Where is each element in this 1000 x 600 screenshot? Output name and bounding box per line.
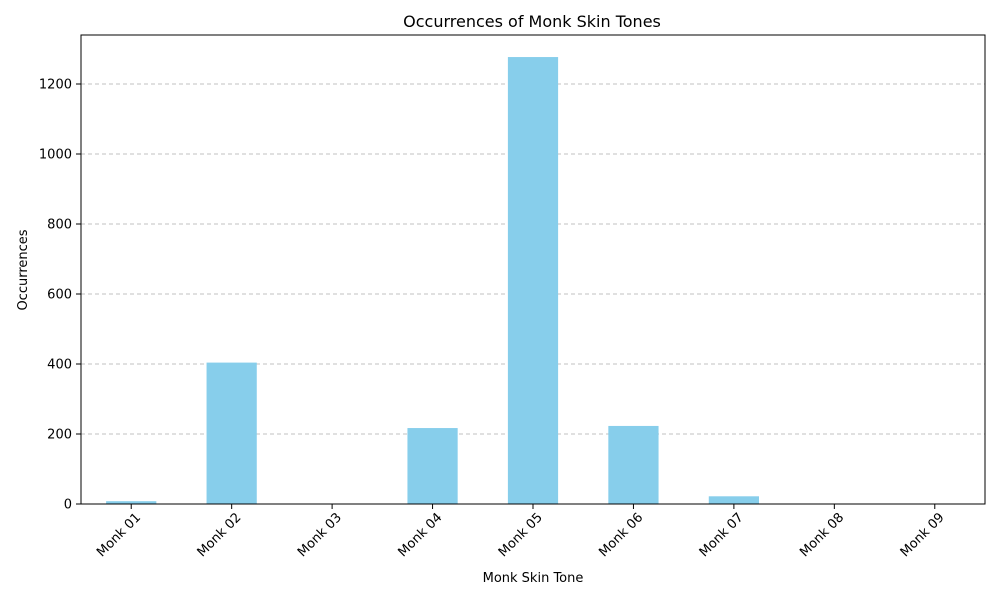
bar-monk-05 [507,57,559,505]
x-tick-label: Monk 02 [195,510,245,560]
x-tick-label: Monk 08 [797,510,847,560]
x-tick-label: Monk 03 [295,510,345,560]
bar-monk-02 [206,362,257,504]
bars [106,57,960,505]
y-tick-label: 1000 [39,148,72,163]
bar-monk-06 [608,425,659,504]
x-tick-label: Monk 01 [94,510,144,560]
y-tick-label: 0 [64,498,72,513]
x-axis-label: Monk Skin Tone [483,571,584,586]
x-axis-ticks: Monk 01 Monk 02 Monk 03 Monk 04 Monk 05 Monk … [94,504,948,560]
bar-monk-01 [106,501,157,504]
y-axis-label: Occurrences [16,229,31,310]
chart-title: Occurrences of Monk Skin Tones [403,12,661,31]
x-tick-label: Monk 06 [596,510,646,560]
bar-monk-07 [708,496,759,504]
y-tick-label: 200 [47,428,72,443]
y-tick-label: 800 [47,218,72,233]
x-tick-label: Monk 04 [395,510,445,560]
x-tick-label: Monk 09 [898,510,948,560]
y-tick-label: 400 [47,358,72,373]
y-tick-label: 1200 [39,78,72,93]
x-tick-label: Monk 05 [496,510,546,560]
x-tick-label: Monk 07 [697,510,747,560]
bar-monk-04 [407,428,458,504]
y-axis-ticks: 0 200 400 600 800 1000 1200 [39,78,81,513]
y-tick-label: 600 [47,288,72,303]
